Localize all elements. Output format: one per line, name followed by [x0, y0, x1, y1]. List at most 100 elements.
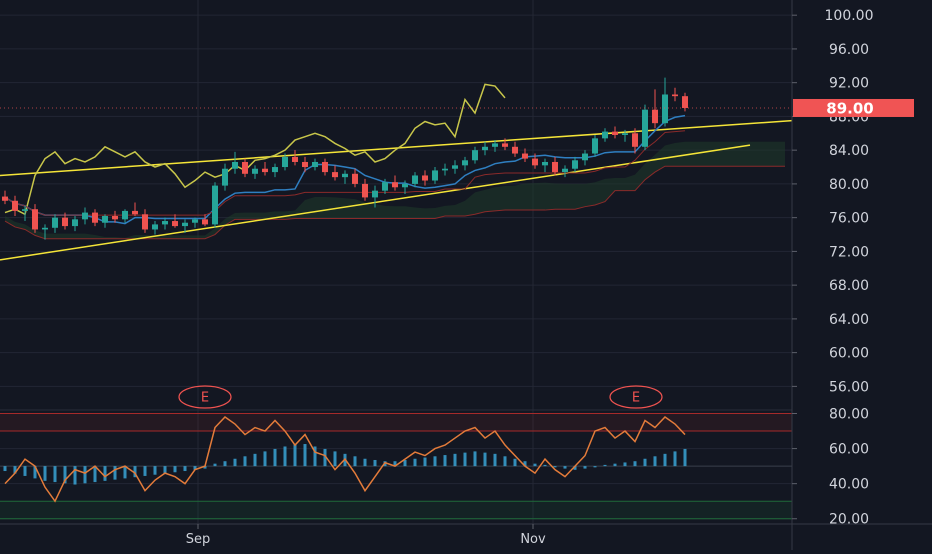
candle-body[interactable] — [142, 214, 148, 230]
candle-body[interactable] — [252, 168, 258, 174]
candle-body[interactable] — [422, 175, 428, 181]
candle-body[interactable] — [372, 190, 378, 198]
macd-histogram-bar — [43, 466, 47, 481]
candle-body[interactable] — [132, 210, 138, 215]
lagging-span-line — [4, 83, 506, 216]
candle-body[interactable] — [82, 212, 88, 220]
current-price-box — [793, 98, 914, 117]
candle-body[interactable] — [282, 156, 288, 168]
candle-body[interactable] — [152, 224, 158, 230]
price-axis[interactable]: 100.0096.0092.0088.0084.0080.0076.0072.0… — [792, 8, 874, 395]
candle-body[interactable] — [312, 161, 318, 168]
candle-body[interactable] — [172, 221, 178, 227]
candle-body[interactable] — [112, 215, 118, 220]
price-axis-label: 80.00 — [829, 177, 869, 193]
candle-body[interactable] — [502, 143, 508, 147]
candle-body[interactable] — [42, 227, 48, 230]
earnings-marker[interactable] — [609, 385, 663, 409]
candle-body[interactable] — [682, 96, 688, 108]
candle-body[interactable] — [32, 209, 38, 230]
candle-body[interactable] — [92, 212, 98, 223]
macd-histogram-bar — [53, 466, 57, 483]
candle-body[interactable] — [412, 175, 418, 184]
candle-body[interactable] — [12, 200, 18, 211]
macd-histogram-bar — [323, 448, 327, 467]
macd-histogram-bar — [643, 458, 647, 467]
candle-body[interactable] — [432, 170, 438, 181]
candle-body[interactable] — [122, 210, 128, 220]
macd-histogram-bar — [533, 463, 537, 467]
candle-body[interactable] — [482, 146, 488, 151]
lower-pane[interactable] — [3, 416, 687, 503]
candle-body[interactable] — [512, 146, 518, 154]
candle-body[interactable] — [552, 161, 558, 173]
candle-body[interactable] — [62, 217, 68, 227]
candle-body[interactable] — [562, 168, 568, 173]
candle-body[interactable] — [642, 109, 648, 147]
candle-body[interactable] — [332, 172, 338, 178]
candle-body[interactable] — [102, 215, 108, 223]
candle-body[interactable] — [572, 160, 578, 169]
candle-body[interactable] — [322, 161, 328, 173]
macd-histogram-bar — [373, 459, 377, 467]
candle-body[interactable] — [242, 161, 248, 174]
candle-body[interactable] — [302, 161, 308, 168]
candle-body[interactable] — [522, 153, 528, 159]
candle-body[interactable] — [492, 143, 498, 147]
candle-body[interactable] — [382, 182, 388, 191]
candle-body[interactable] — [342, 173, 348, 178]
candle-body[interactable] — [582, 153, 588, 161]
candle-body[interactable] — [672, 94, 678, 97]
candle-body[interactable] — [402, 183, 408, 188]
candle-body[interactable] — [202, 219, 208, 225]
candle-body[interactable] — [532, 158, 538, 166]
macd-histogram-bar — [153, 466, 157, 475]
candle-body[interactable] — [22, 209, 28, 211]
candle-body[interactable] — [72, 219, 78, 227]
candle-body[interactable] — [222, 168, 228, 186]
macd-histogram-bar — [573, 466, 577, 470]
candle-body[interactable] — [162, 221, 168, 225]
rsi-axis-label: 40.00 — [829, 477, 869, 493]
candle-body[interactable] — [262, 168, 268, 173]
candle-body[interactable] — [662, 94, 668, 124]
earnings-marker[interactable] — [178, 385, 232, 409]
candle-body[interactable] — [192, 219, 198, 223]
candle-body[interactable] — [292, 156, 298, 162]
macd-histogram-bar — [673, 451, 677, 467]
time-axis[interactable]: Sep Nov — [186, 524, 546, 547]
candle-body[interactable] — [462, 160, 468, 166]
candle-body[interactable] — [392, 182, 398, 188]
candle-body[interactable] — [612, 131, 618, 135]
macd-histogram-bar — [683, 448, 687, 467]
candle-body[interactable] — [442, 168, 448, 171]
macd-histogram-bar — [183, 466, 187, 472]
macd-histogram-bar — [3, 466, 7, 472]
candle-body[interactable] — [632, 133, 638, 147]
macd-histogram-bar — [123, 466, 127, 479]
candle-body[interactable] — [622, 133, 628, 135]
macd-histogram-bar — [233, 458, 237, 467]
candle-body[interactable] — [232, 161, 238, 169]
macd-histogram-bar — [293, 444, 297, 467]
candle-body[interactable] — [652, 109, 658, 124]
candle-body[interactable] — [362, 183, 368, 198]
candle-body[interactable] — [2, 196, 8, 201]
candle-body[interactable] — [52, 217, 58, 228]
candle-body[interactable] — [542, 161, 548, 166]
candle-body[interactable] — [182, 222, 188, 227]
candle-body[interactable] — [272, 167, 278, 173]
candle-body[interactable] — [352, 173, 358, 184]
rsi-axis[interactable]: 80.00 60.00 40.00 20.00 — [792, 407, 869, 528]
candle-body[interactable] — [212, 185, 218, 225]
candle-body[interactable] — [602, 131, 608, 139]
macd-histogram-bar — [403, 459, 407, 467]
candle-body[interactable] — [472, 150, 478, 161]
current-price-label: 89.00 — [826, 99, 873, 117]
candle-body[interactable] — [592, 138, 598, 154]
candle-body[interactable] — [452, 165, 458, 169]
candles[interactable] — [2, 77, 688, 240]
